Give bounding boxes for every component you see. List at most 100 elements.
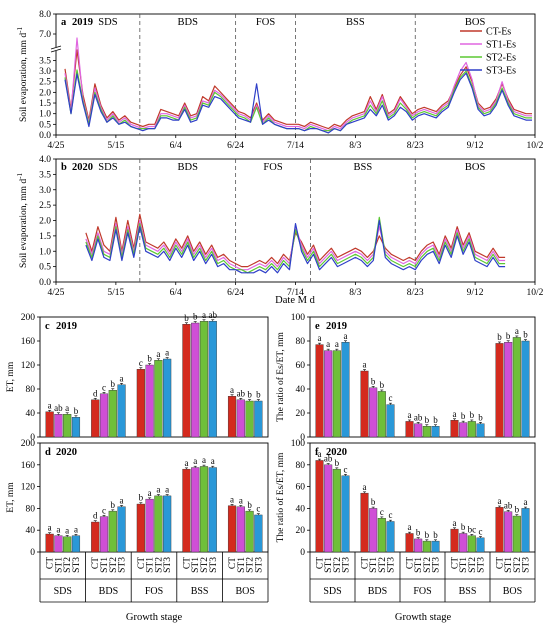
stage-label: FOS bbox=[263, 162, 282, 173]
y-tick-label: 4.0 bbox=[39, 155, 51, 165]
significance-letter: b bbox=[470, 410, 475, 420]
series-line-ct-es bbox=[85, 213, 506, 268]
panel-letter: a bbox=[61, 17, 67, 28]
bar bbox=[208, 467, 217, 553]
stage-label: BSS bbox=[346, 17, 365, 28]
stage-label: SDS bbox=[98, 162, 117, 173]
bar bbox=[459, 533, 468, 553]
bar bbox=[450, 420, 459, 438]
series-line-st3-es bbox=[64, 72, 532, 134]
y-tick-label: 60 bbox=[296, 361, 306, 371]
significance-letter: b bbox=[147, 354, 152, 364]
y-tick-label: 80 bbox=[26, 385, 36, 395]
bar bbox=[414, 423, 423, 438]
significance-letter: a bbox=[523, 497, 527, 507]
bar bbox=[332, 468, 341, 553]
y-tick-label: 20 bbox=[296, 526, 306, 536]
significance-letter: bc bbox=[468, 524, 477, 534]
panel-year: 2020 bbox=[56, 447, 77, 458]
significance-letter: b bbox=[425, 530, 430, 540]
treatment-label: CT bbox=[228, 557, 238, 569]
treatment-label: ST3 bbox=[254, 557, 264, 573]
x-axis-label-growth-right: Growth stage bbox=[395, 612, 452, 623]
significance-letter: a bbox=[120, 373, 124, 383]
bar bbox=[245, 510, 254, 553]
axis-break-gap bbox=[52, 47, 60, 51]
significance-letter: a bbox=[318, 333, 322, 343]
bar bbox=[236, 506, 245, 553]
y-tick-label: 7.0 bbox=[39, 30, 51, 40]
bar bbox=[504, 511, 513, 553]
y-tick-label: 0 bbox=[300, 548, 305, 558]
treatment-label: CT bbox=[46, 557, 56, 569]
treatment-label: ST1 bbox=[191, 557, 201, 573]
significance-letter: a bbox=[65, 403, 69, 413]
significance-letter: a bbox=[239, 495, 243, 505]
bar bbox=[512, 515, 521, 553]
significance-letter: b bbox=[478, 412, 483, 422]
significance-letter: b bbox=[335, 458, 340, 468]
treatment-label: CT bbox=[137, 557, 147, 569]
significance-letter: a bbox=[74, 524, 78, 534]
significance-letter: d bbox=[93, 388, 98, 398]
treatment-label: ST2 bbox=[246, 557, 256, 573]
y-axis-label-sup: -1 bbox=[16, 26, 24, 32]
panel-letter: b bbox=[61, 162, 67, 173]
bar bbox=[163, 358, 172, 438]
significance-letter: b bbox=[247, 500, 252, 510]
plot-frame bbox=[309, 442, 536, 553]
panel-letter: d bbox=[45, 447, 51, 458]
bar bbox=[386, 404, 395, 438]
bar bbox=[45, 533, 54, 553]
panel-b: SDS BDS FOS BSS BOS b 2020 0.0 0.5 1.0 1.5 2.0 2.5 3.… bbox=[16, 155, 544, 298]
y-tick-label: 3.5 bbox=[39, 56, 51, 66]
stage-label: FOS bbox=[145, 586, 163, 597]
significance-letter: a bbox=[148, 488, 152, 498]
y-tick-label: 2.0 bbox=[39, 217, 51, 227]
axis-break-mark bbox=[50, 48, 62, 53]
treatment-label: CT bbox=[496, 557, 506, 569]
significance-letter: a bbox=[363, 360, 367, 370]
significance-letter: ab bbox=[504, 500, 513, 510]
bar bbox=[422, 540, 431, 553]
bar bbox=[99, 516, 109, 553]
bar bbox=[108, 390, 117, 438]
x-tick-label: 6/24 bbox=[227, 288, 244, 298]
y-tick-label: 40 bbox=[296, 504, 306, 514]
stage-label: BOS bbox=[235, 586, 254, 597]
y-tick-label: 100 bbox=[291, 313, 306, 323]
bar bbox=[386, 521, 395, 553]
significance-letter: a bbox=[363, 482, 367, 492]
bar bbox=[495, 343, 504, 438]
bar bbox=[199, 466, 209, 553]
treatment-label: ST3 bbox=[386, 557, 396, 573]
legend-label: ST3-Es bbox=[486, 66, 516, 77]
bar bbox=[422, 426, 431, 438]
y-tick-label: 20 bbox=[296, 409, 306, 419]
significance-letter: c bbox=[343, 464, 347, 474]
bar bbox=[163, 495, 172, 553]
stage-label: BDS bbox=[178, 162, 199, 173]
y-axis-label-sup: -1 bbox=[16, 172, 24, 178]
panel-letter: f bbox=[315, 447, 319, 458]
treatment-label: ST1 bbox=[237, 557, 247, 573]
treatment-label: ST2 bbox=[109, 557, 119, 573]
stage-label: BDS bbox=[99, 586, 118, 597]
series-line-st2-es bbox=[64, 69, 532, 132]
significance-letter: b bbox=[139, 493, 144, 503]
bar bbox=[431, 426, 440, 438]
significance-letter: b bbox=[111, 379, 116, 389]
panel-year: 2020 bbox=[326, 447, 347, 458]
treatment-label: ST2 bbox=[513, 557, 523, 573]
significance-letter: b bbox=[193, 312, 198, 322]
bar bbox=[99, 393, 109, 438]
stage-label: BSS bbox=[459, 586, 477, 597]
significance-letter: b bbox=[433, 415, 438, 425]
bar bbox=[414, 538, 423, 553]
significance-letter: c bbox=[388, 393, 392, 403]
significance-letter: a bbox=[193, 456, 197, 466]
treatment-label: ST2 bbox=[333, 557, 343, 573]
treatment-label: CT bbox=[361, 557, 371, 569]
treatment-label: ST2 bbox=[63, 557, 73, 573]
